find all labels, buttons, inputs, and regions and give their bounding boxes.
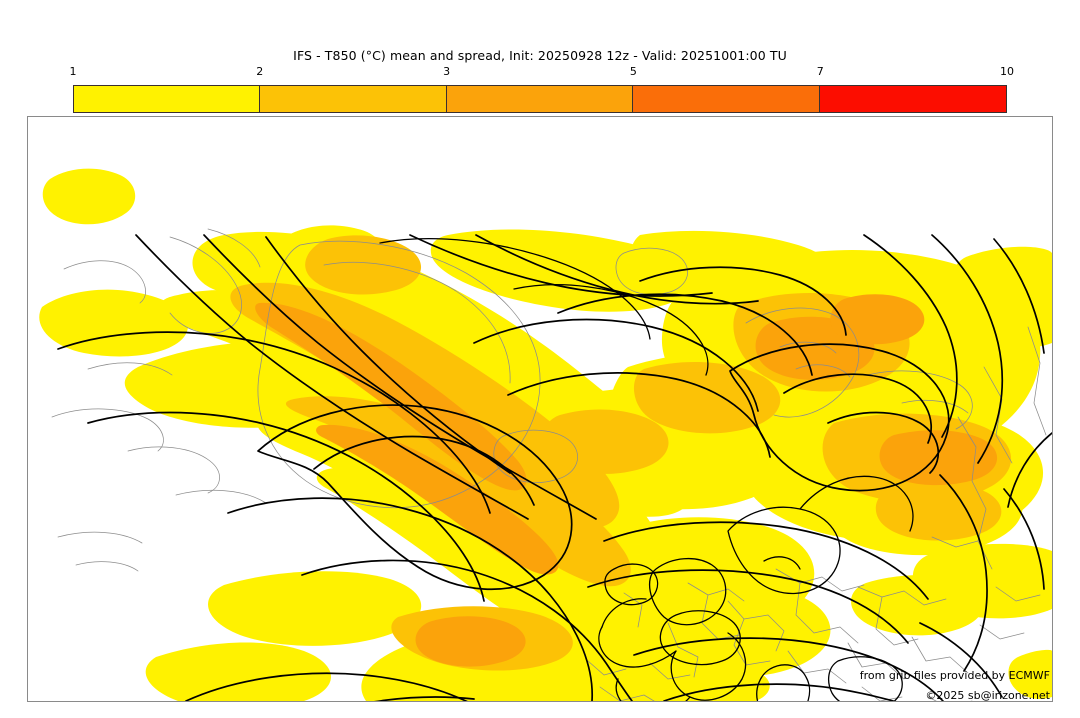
colorbar-segment-3-5 — [446, 86, 634, 112]
map-canvas[interactable] — [28, 117, 1052, 701]
colorbar-segment-1-2 — [74, 86, 261, 112]
colorbar-segment-7-10 — [819, 86, 1006, 112]
colorbar-tick-2: 2 — [256, 65, 264, 78]
page-title: IFS - T850 (°C) mean and spread, Init: 2… — [293, 48, 787, 63]
map-panel[interactable] — [27, 116, 1053, 702]
colorbar-segment-5-7 — [633, 86, 820, 112]
colorbar-tick-1: 1 — [69, 65, 77, 78]
colorbar-tick-10: 10 — [1000, 65, 1014, 78]
colorbar-tick-7: 7 — [816, 65, 824, 78]
colorbar-container: 1 2 3 5 7 10 — [70, 65, 1014, 113]
colorbar-tick-5: 5 — [629, 65, 637, 78]
colorbar-tick-3: 3 — [443, 65, 451, 78]
colorbar-segment-2-3 — [260, 86, 447, 112]
spread-colorbar — [73, 85, 1007, 113]
credit-copyright: ©2025 sb@irizone.net — [925, 689, 1050, 702]
credit-source: from grib files provided by ECMWF — [859, 669, 1050, 682]
contour-lines-layer — [57, 234, 1052, 701]
